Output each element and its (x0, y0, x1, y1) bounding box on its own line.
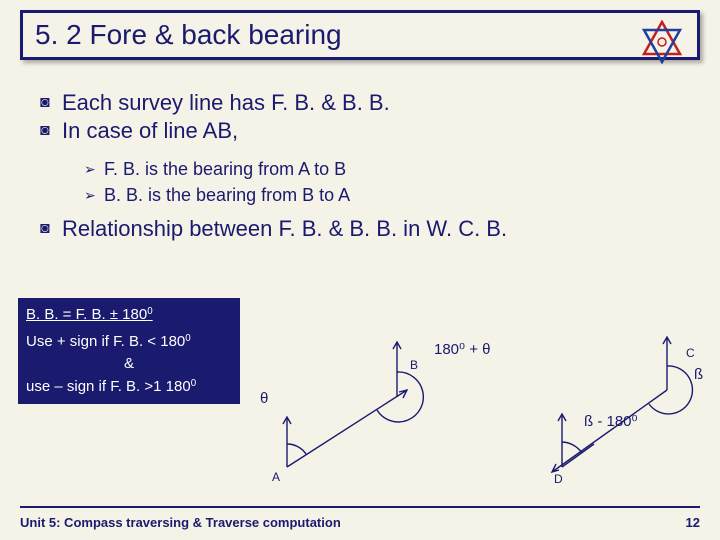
bullet-1-text: Each survey line has F. B. & B. B. (62, 90, 390, 116)
beta-minus-label: ß - 180⁰ (584, 412, 638, 430)
subbullet-2-text: B. B. is the bearing from B to A (104, 184, 350, 206)
bullet-marker-icon: ◙ (40, 90, 62, 116)
footer-left: Unit 5: Compass traversing & Traverse co… (20, 515, 341, 530)
subbullet-2: ➢ B. B. is the bearing from B to A (84, 184, 680, 206)
content-area: ◙ Each survey line has F. B. & B. B. ◙ I… (40, 90, 680, 244)
logo-icon (640, 20, 684, 64)
bullet-3: ◙ Relationship between F. B. & B. B. in … (40, 216, 680, 242)
beta-label: ß (694, 366, 703, 383)
bullet-3-text: Relationship between F. B. & B. B. in W.… (62, 216, 507, 242)
ampersand-line: & (26, 353, 232, 376)
use-plus-line: Use + sign if F. B. < 1800 (26, 331, 232, 354)
subbullet-marker-icon: ➢ (84, 158, 104, 180)
point-c-label: C (686, 346, 695, 360)
point-a-label: A (272, 470, 280, 484)
slide-title: 5. 2 Fore & back bearing (35, 19, 342, 50)
diagram-area: θ A B 180⁰ + θ C ß D ß - 180⁰ (252, 322, 702, 482)
bullet-1: ◙ Each survey line has F. B. & B. B. (40, 90, 680, 116)
rules-box: B. B. = F. B. ± 1800 Use + sign if F. B.… (18, 298, 240, 404)
bullet-marker-icon: ◙ (40, 118, 62, 144)
title-box: 5. 2 Fore & back bearing (20, 10, 700, 60)
subbullet-marker-icon: ➢ (84, 184, 104, 206)
bullet-2-text: In case of line AB, (62, 118, 238, 144)
page-number: 12 (686, 515, 700, 530)
formula-line: B. B. = F. B. ± 1800 (26, 304, 232, 331)
point-b-label: B (410, 358, 418, 372)
bullet-2: ◙ In case of line AB, (40, 118, 680, 144)
theta-label: θ (260, 390, 268, 407)
footer-divider (20, 506, 700, 508)
point-d-label: D (554, 472, 563, 486)
angle-b-label: 180⁰ + θ (434, 340, 490, 358)
subbullet-1: ➢ F. B. is the bearing from A to B (84, 158, 680, 180)
bullet-marker-icon: ◙ (40, 216, 62, 242)
subbullet-1-text: F. B. is the bearing from A to B (104, 158, 346, 180)
footer: Unit 5: Compass traversing & Traverse co… (0, 509, 720, 540)
use-minus-line: use – sign if F. B. >1 1800 (26, 376, 232, 399)
